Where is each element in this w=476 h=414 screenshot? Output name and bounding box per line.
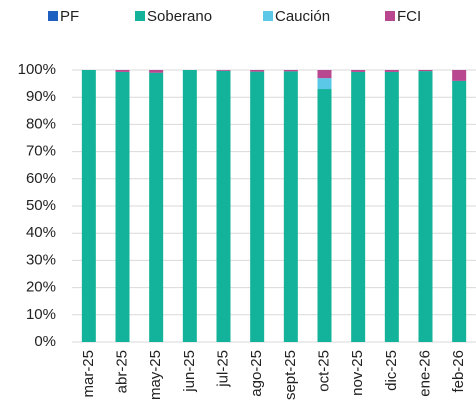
y-tick-label: 30%	[26, 251, 56, 268]
bar-segment	[283, 70, 298, 72]
y-tick-label: 100%	[18, 61, 56, 78]
legend-label: Soberano	[147, 8, 212, 25]
bar-segment	[317, 89, 332, 342]
bar-segment	[250, 71, 265, 343]
bar-segment	[317, 70, 332, 79]
x-tick-label: jul-25	[214, 350, 231, 388]
bar-segment	[149, 72, 164, 342]
legend-label: PF	[60, 8, 79, 25]
x-tick-label: dic-25	[383, 350, 400, 391]
bar-segment	[418, 71, 433, 342]
y-tick-label: 60%	[26, 170, 56, 187]
bar-segment	[351, 70, 366, 72]
bar-segment	[384, 70, 399, 72]
x-tick-label: oct-25	[315, 350, 332, 392]
bar-segment	[216, 70, 231, 342]
legend-label: Caución	[275, 8, 330, 25]
legend-swatch	[135, 11, 145, 21]
legend-swatch	[48, 11, 58, 21]
x-tick-label: abr-25	[113, 350, 130, 393]
bar-segment	[216, 70, 231, 71]
bar-segment	[81, 70, 96, 342]
bar-segment	[182, 70, 197, 342]
bar-segment	[418, 70, 433, 72]
x-tick-label: feb-26	[450, 350, 467, 393]
x-tick-label: nov-25	[349, 350, 366, 396]
bar-segment	[283, 71, 298, 343]
bar-segment	[115, 70, 130, 72]
x-tick-label: mar-25	[80, 350, 97, 398]
y-tick-label: 70%	[26, 143, 56, 160]
y-tick-label: 90%	[26, 88, 56, 105]
y-tick-label: 10%	[26, 306, 56, 323]
bar-segment	[149, 70, 164, 73]
legend-swatch	[385, 11, 395, 21]
bar-segment	[115, 71, 130, 343]
y-tick-label: 40%	[26, 224, 56, 241]
bar-segment	[317, 78, 332, 90]
y-tick-label: 50%	[26, 197, 56, 214]
x-tick-label: jun-25	[181, 350, 198, 393]
y-tick-label: 20%	[26, 279, 56, 296]
bar-segment	[250, 70, 265, 72]
legend-swatch	[263, 11, 273, 21]
y-tick-label: 80%	[26, 115, 56, 132]
bar-segment	[351, 71, 366, 343]
x-tick-label: ago-25	[248, 350, 265, 397]
x-tick-label: sept-25	[282, 350, 299, 400]
x-tick-label: may-25	[147, 350, 164, 400]
bar-segment	[452, 80, 467, 342]
bar-segment	[384, 71, 399, 343]
x-tick-label: ene-26	[416, 350, 433, 397]
y-tick-label: 0%	[34, 333, 56, 350]
legend-label: FCI	[397, 8, 421, 25]
bar-segment	[452, 70, 467, 81]
